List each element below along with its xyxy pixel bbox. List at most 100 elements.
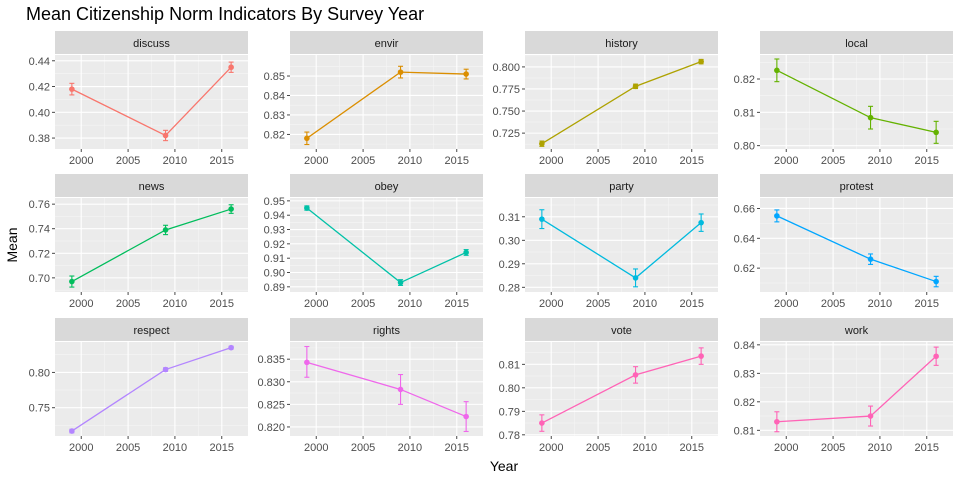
data-point (228, 206, 234, 212)
y-tick-label: 0.81 (734, 107, 755, 119)
x-tick-label: 2010 (868, 442, 892, 454)
data-point (774, 67, 780, 74)
y-tick-label: 0.38 (29, 133, 50, 145)
data-point (304, 205, 310, 211)
y-tick-label: 0.66 (734, 203, 755, 215)
x-tick-label: 2015 (445, 298, 469, 310)
y-tick-label: 0.74 (29, 224, 50, 236)
data-point (463, 413, 469, 420)
x-tick-label: 2010 (868, 298, 892, 310)
x-tick-label: 2005 (821, 155, 845, 167)
y-tick-label: 0.91 (264, 253, 285, 265)
x-tick-label: 2005 (351, 155, 375, 167)
y-tick-label: 0.76 (29, 199, 50, 211)
facet-label-rights: rights (373, 325, 400, 337)
facet-label-discuss: discuss (133, 38, 170, 50)
data-point (698, 219, 704, 226)
y-tick-label: 0.835 (257, 354, 285, 366)
y-tick-label: 0.30 (499, 235, 520, 247)
facet-news: news 0.70 0.72 0.74 0.76 2000 2005 2010 2015 (29, 174, 248, 310)
data-point (774, 418, 780, 425)
facet-local: local 0.80 0.81 0.82 2000 2005 2010 2015 (734, 31, 953, 167)
y-tick-label: 0.825 (257, 399, 285, 411)
facet-strip-party (525, 174, 718, 197)
data-point (539, 140, 545, 147)
y-tick-label: 0.81 (499, 359, 520, 371)
data-point (632, 372, 639, 378)
x-tick-label: 2000 (69, 155, 93, 167)
y-tick-label: 0.84 (264, 90, 285, 102)
y-tick-label: 0.82 (734, 74, 755, 86)
facet-party: party 0.28 0.29 0.30 0.31 2000 2005 2010 2015 (499, 174, 718, 310)
facet-label-party: party (609, 181, 634, 193)
y-tick-label: 0.83 (264, 110, 285, 122)
facet-strip-discuss (55, 31, 248, 54)
x-tick-label: 2005 (586, 298, 610, 310)
x-tick-label: 2000 (69, 442, 93, 454)
y-tick-label: 0.94 (264, 210, 285, 222)
y-tick-label: 0.75 (29, 403, 50, 415)
data-point (539, 420, 545, 426)
facet-strip-envir (290, 31, 483, 54)
y-tick-label: 0.725 (492, 128, 520, 140)
x-tick-label: 2005 (821, 298, 845, 310)
x-tick-label: 2010 (398, 155, 422, 167)
x-tick-label: 2010 (633, 155, 657, 167)
data-point (304, 135, 310, 142)
x-tick-label: 2015 (915, 155, 939, 167)
facet-respect: respect 0.75 0.80 2000 2005 2010 2015 (29, 318, 248, 454)
x-tick-label: 2000 (69, 298, 93, 310)
data-point (397, 386, 404, 393)
data-point (867, 114, 874, 121)
x-tick-label: 2015 (680, 155, 704, 167)
y-tick-label: 0.72 (29, 248, 50, 260)
y-tick-label: 0.90 (264, 268, 285, 280)
facet-strip-obey (290, 174, 483, 197)
data-point (162, 132, 169, 139)
y-tick-label: 0.42 (29, 82, 50, 94)
x-tick-label: 2015 (680, 442, 704, 454)
y-tick-label: 0.85 (264, 71, 285, 83)
data-point (867, 256, 874, 262)
facet-strip-protest (760, 174, 953, 197)
x-tick-label: 2000 (304, 155, 328, 167)
facet-label-respect: respect (133, 325, 169, 337)
facet-strip-history (525, 31, 718, 54)
y-tick-label: 0.81 (734, 425, 755, 437)
y-tick-label: 0.80 (499, 383, 520, 395)
x-tick-label: 2010 (633, 442, 657, 454)
y-tick-label: 0.800 (492, 62, 520, 74)
y-tick-label: 0.79 (499, 406, 520, 418)
data-point (162, 227, 169, 233)
facet-work: work 0.81 0.82 0.83 0.84 2000 2005 2010 2015 (734, 318, 953, 454)
y-tick-label: 0.78 (499, 430, 520, 442)
data-point (867, 413, 874, 419)
facet-strip-local (760, 31, 953, 54)
x-tick-label: 2015 (915, 442, 939, 454)
x-tick-label: 2005 (116, 155, 140, 167)
y-tick-label: 0.40 (29, 107, 50, 119)
x-tick-label: 2015 (210, 155, 234, 167)
facet-strip-respect (55, 318, 248, 341)
facet-label-work: work (844, 325, 869, 337)
x-tick-label: 2000 (774, 442, 798, 454)
y-tick-label: 0.750 (492, 106, 520, 118)
y-tick-label: 0.830 (257, 377, 285, 389)
data-point (228, 344, 234, 351)
data-point (933, 278, 939, 285)
x-tick-label: 2000 (774, 155, 798, 167)
facet-label-news: news (139, 181, 165, 193)
y-tick-label: 0.62 (734, 263, 755, 275)
data-point (162, 366, 169, 373)
x-tick-label: 2010 (633, 298, 657, 310)
facet-label-vote: vote (611, 325, 632, 337)
facet-protest: protest 0.62 0.64 0.66 2000 2005 2010 2015 (734, 174, 953, 310)
x-tick-label: 2000 (539, 298, 563, 310)
x-tick-label: 2015 (445, 442, 469, 454)
facet-obey: obey 0.89 0.90 0.91 0.92 0.93 0.94 0.95 2000 2005… (264, 174, 483, 310)
y-tick-label: 0.44 (29, 56, 50, 68)
x-tick-label: 2005 (586, 155, 610, 167)
y-tick-label: 0.70 (29, 273, 50, 285)
y-tick-label: 0.84 (734, 340, 755, 352)
